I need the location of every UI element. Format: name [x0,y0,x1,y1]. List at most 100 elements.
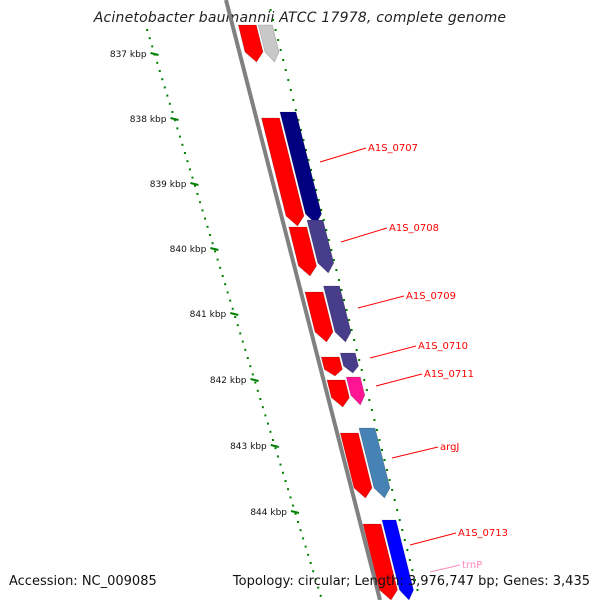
outer-dot [408,559,411,561]
scale-dot [173,119,176,122]
outer-dot [284,69,287,71]
label-leader-line [369,345,417,359]
scale-tick-label: 839 kbp [150,180,187,190]
outer-dot [406,549,409,551]
gene-feature [257,24,280,63]
gene-label: A1S_0710 [418,341,468,352]
outer-dot [375,429,378,431]
scale-dot [309,562,312,564]
scale-tick-label: 843 kbp [230,442,267,452]
outer-dot [383,459,386,461]
scale-dot [214,250,217,253]
outer-dot [322,219,325,221]
outer-dot [292,99,295,101]
scale-dot [178,135,181,138]
scale-dot [199,201,202,204]
gene-feature [323,285,352,343]
gene-label: A1S_0708 [389,223,439,234]
scale-dot [294,512,297,515]
outer-dot [294,109,297,111]
outer-dot [307,159,310,161]
outer-dot [416,589,419,591]
scale-dot [317,586,320,589]
scale-dot [209,234,212,236]
outer-dot [348,319,351,321]
gene-feature [279,111,322,225]
scale-tick-label: 844 kbp [250,508,287,518]
gene-feature [339,352,359,374]
scale-dot [193,184,196,187]
scale-major-tick [230,312,239,316]
outer-dot [279,49,282,51]
scale-dot [161,78,164,81]
scale-dot [151,45,154,48]
cds-feature [326,379,350,408]
scale-dot [297,521,300,523]
scale-dot [312,570,315,573]
scale-dot [219,266,222,269]
scale-dot [148,37,151,40]
scale-dot [224,283,227,286]
label-leader-line [357,295,405,309]
cds-feature [362,523,398,600]
topology-text: Topology: circular; Length: 3,976,747 bp… [232,574,590,589]
outer-dot [327,239,330,241]
outer-dot [299,129,302,131]
scale-dot [254,381,257,384]
scale-dot [196,193,199,195]
scale-dot [204,217,207,220]
scale-dot [211,242,214,245]
gene-label: trnP [462,560,482,571]
scale-dot [307,553,310,556]
scale-dot [183,152,186,154]
cds-feature [288,226,317,277]
scale-dot [259,398,262,400]
gene-label: A1S_0711 [424,369,474,380]
outer-dot [411,569,414,571]
cds-feature [261,117,305,227]
outer-dot [353,339,356,341]
scale-dot [246,357,249,359]
scale-major-tick [290,510,300,514]
scale-dot [176,127,179,130]
scale-major-tick [150,52,159,56]
scale-dot [146,29,149,31]
outer-dot [378,439,381,441]
scale-dot [239,332,242,335]
scale-dot [201,209,204,212]
gene-label: A1S_0713 [458,528,508,539]
scale-tick-label: 842 kbp [210,376,247,386]
scale-ring: 837 kbp 838 kbp 839 kbp 840 kbp 841 kbp 842 k… [110,9,419,597]
cds-feature [339,432,373,499]
outer-dot [274,29,277,31]
scale-dot [181,143,184,146]
scale-dot [304,545,307,548]
outer-dot [355,349,358,351]
scale-tick-label: 837 kbp [110,50,147,60]
outer-dot [343,299,345,301]
cds-feature [304,291,334,343]
scale-major-tick [250,378,259,382]
scale-dot [231,307,234,310]
outer-dot [368,399,371,401]
scale-dot [234,316,237,318]
outer-dot [401,529,404,531]
gene-ring [257,24,414,600]
scale-dot [249,365,252,368]
cds-feature [237,24,264,63]
scale-major-tick [270,444,280,448]
scale-dot [266,422,269,425]
gene-label: argJ [440,442,459,453]
accession-text: Accession: NC_009085 [9,574,157,589]
scale-tick-label: 841 kbp [190,310,227,320]
outer-dot [332,259,335,261]
scale-tick-label: 840 kbp [170,245,207,255]
outer-dot [282,59,285,61]
label-leader-line [409,532,457,546]
gene-feature [306,219,335,274]
scale-dot [236,324,239,327]
outer-dot [363,379,366,381]
gene-feature [345,376,366,406]
outer-dot [287,79,290,81]
